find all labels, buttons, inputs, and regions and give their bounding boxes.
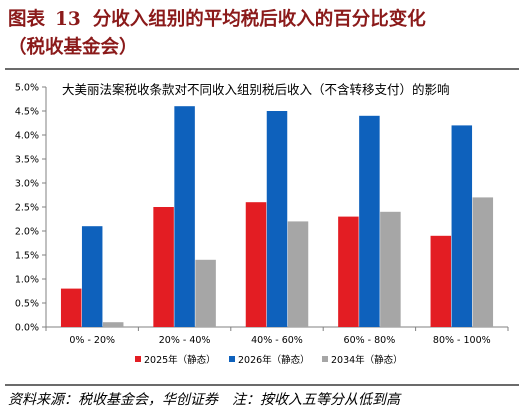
legend-label: 2025年（静态）: [144, 354, 216, 366]
bar: [338, 216, 359, 327]
legend-swatch: [322, 356, 328, 362]
source-text: 资料来源：税收基金会，华创证券: [8, 392, 218, 408]
y-axis: 0.0% 0.5% 1.0% 1.5% 2.0% 2.5% 3.0% 3.5% 4.0% 4.5%…: [15, 83, 47, 334]
footer: 资料来源：税收基金会，华创证券 注：按收入五等分从低到高: [8, 390, 520, 410]
y-tick-label: 1.0%: [15, 275, 39, 286]
bar: [359, 115, 380, 327]
y-tick-label: 2.0%: [15, 227, 39, 238]
bar: [60, 288, 82, 327]
figure-number: 13: [55, 9, 81, 30]
x-tick-label: 60% - 80%: [344, 335, 396, 346]
bar: [245, 202, 267, 327]
bar: [102, 322, 124, 327]
legend-label: 2034年（静态）: [331, 354, 403, 366]
bar-chart: 大美丽法案税收条款对不同收入组别税后收入（不含转移支付）的影响 0.0% 0.5%…: [15, 82, 509, 366]
bar: [287, 221, 309, 327]
figure-label: 图表: [8, 9, 46, 30]
figure-title: 图表 13 分收入组别的平均税后收入的百分比变化 （税收基金会）: [8, 6, 518, 62]
bar: [174, 106, 195, 327]
bar: [266, 111, 288, 327]
y-tick-label: 0.5%: [15, 299, 39, 310]
y-tick-label: 3.0%: [15, 179, 39, 190]
figure-title-line1: 分收入组别的平均税后收入的百分比变化: [92, 9, 426, 30]
note-text: 注：按收入五等分从低到高: [232, 392, 400, 408]
chart-area: 大美丽法案税收条款对不同收入组别税后收入（不含转移支付）的影响 0.0% 0.5%…: [0, 72, 524, 382]
y-tick-label: 3.5%: [15, 155, 39, 166]
bar-series-group: [60, 106, 494, 328]
legend: 2025年（静态） 2026年（静态） 2034年（静态）: [135, 354, 403, 366]
bottom-rule: [5, 384, 519, 386]
legend-swatch: [135, 356, 141, 362]
bar: [81, 226, 103, 327]
legend-swatch: [229, 356, 235, 362]
x-tick-label: 80% - 100%: [433, 335, 491, 346]
x-tick-label: 20% - 40%: [159, 335, 211, 346]
bar: [195, 259, 216, 327]
bar: [380, 211, 401, 327]
x-axis: 0% - 20% 20% - 40% 40% - 60% 60% - 80% 80% -…: [45, 326, 509, 346]
y-tick-label: 2.5%: [15, 203, 39, 214]
y-tick-label: 4.5%: [15, 107, 39, 118]
bar: [153, 207, 174, 327]
bar: [451, 125, 473, 328]
y-tick-label: 4.0%: [15, 131, 39, 142]
y-tick-label: 0.0%: [15, 323, 39, 334]
chart-title: 大美丽法案税收条款对不同收入组别税后收入（不含转移支付）的影响: [62, 82, 450, 97]
y-tick-label: 1.5%: [15, 251, 39, 262]
x-tick-label: 40% - 60%: [251, 335, 303, 346]
x-tick-label: 0% - 20%: [69, 335, 115, 346]
top-rule: [5, 68, 519, 70]
bar: [430, 235, 452, 327]
y-tick-label: 5.0%: [15, 83, 39, 94]
bar: [472, 197, 494, 327]
legend-label: 2026年（静态）: [238, 354, 310, 366]
figure-title-line2: （税收基金会）: [8, 37, 138, 58]
